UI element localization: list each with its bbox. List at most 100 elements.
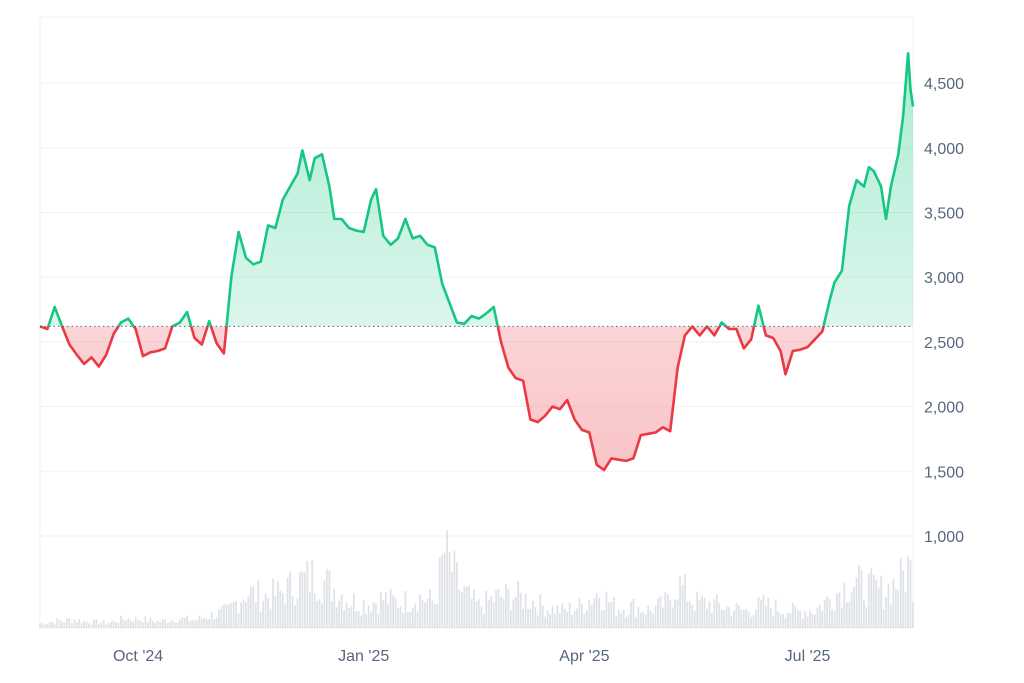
volume-bar [384, 592, 387, 628]
volume-bar [66, 618, 68, 628]
volume-bar [581, 603, 583, 628]
volume-bar [583, 613, 586, 628]
volume-bar [563, 609, 566, 628]
volume-bar [644, 614, 647, 628]
volume-bar [360, 615, 363, 628]
volume-bar [733, 610, 735, 628]
volume-bar [735, 603, 738, 628]
volume-bar [375, 603, 377, 628]
volume-bar [605, 591, 608, 628]
volume-bar [522, 608, 524, 628]
volume-bar [419, 594, 421, 628]
volume-bar [284, 604, 287, 628]
volume-bar [728, 606, 730, 628]
volume-bar [362, 600, 365, 628]
volume-bar [313, 593, 316, 628]
volume-bar [818, 604, 821, 628]
volume-bar [904, 591, 907, 628]
volume-bar [789, 613, 792, 628]
volume-bar [706, 608, 708, 628]
y-tick-label-2500: 2,500 [924, 335, 964, 352]
volume-bar [441, 554, 444, 628]
volume-bar [279, 590, 282, 628]
volume-bar [166, 623, 169, 628]
volume-bar [144, 616, 147, 628]
volume-bar [578, 597, 581, 628]
volume-bar [887, 583, 890, 628]
volume-bar [406, 611, 409, 628]
volume-bar [340, 594, 343, 628]
volume-bar [200, 618, 203, 628]
volume-bar [688, 601, 691, 628]
volume-bar [252, 585, 255, 628]
volume-bar [299, 572, 301, 628]
volume-bar [345, 602, 348, 628]
volume-bar [350, 606, 353, 628]
volume-bar [490, 595, 493, 628]
volume-bar [779, 613, 782, 628]
volume-bar [281, 593, 284, 628]
volume-bar [85, 621, 88, 628]
y-tick-label-2000: 2,000 [924, 400, 964, 417]
volume-bar [664, 592, 667, 628]
volume-bar [429, 589, 431, 628]
volume-bar [431, 600, 434, 628]
volume-bar [335, 607, 338, 628]
volume-bar [301, 571, 304, 628]
volume-bar [249, 586, 252, 628]
volume-bar [652, 614, 654, 628]
volume-bar [848, 601, 851, 628]
volume-bar [791, 602, 794, 628]
volume-bar [600, 610, 603, 628]
volume-bar [595, 593, 598, 628]
volume-bar [524, 593, 527, 628]
volume-bar [473, 589, 475, 628]
volume-bar [436, 604, 439, 628]
volume-bar [892, 579, 895, 628]
volume-bar [156, 620, 159, 628]
volume-bar [625, 616, 627, 628]
volume-bar [53, 624, 56, 628]
volume-bar [146, 622, 149, 628]
volume-bar [463, 586, 466, 628]
volume-bar [480, 606, 483, 628]
volume-bar [622, 609, 625, 628]
volume-bar [701, 595, 704, 628]
volume-bar [110, 621, 113, 628]
price-line [39, 52, 915, 472]
volume-bar [426, 598, 429, 628]
volume-bar [379, 592, 382, 628]
volume-bar [303, 572, 306, 628]
volume-bar [338, 600, 341, 628]
volume-bar [370, 612, 372, 628]
y-tick-label-3500: 3,500 [924, 206, 964, 223]
volume-bar [519, 592, 522, 628]
volume-bar [173, 622, 176, 628]
volume-bar [556, 605, 559, 628]
volume-bar [907, 556, 909, 628]
volume-bar [507, 588, 510, 628]
volume-bar [536, 615, 539, 628]
volume-bars [39, 530, 914, 628]
volume-bar [448, 552, 451, 628]
volume-bar [657, 598, 659, 628]
volume-bar [821, 611, 824, 628]
volume-bar [867, 573, 870, 628]
volume-bar [568, 603, 571, 628]
volume-bar [424, 602, 426, 628]
volume-bar [397, 608, 399, 628]
volume-bar [590, 605, 593, 628]
volume-bar [801, 618, 804, 628]
volume-bar [95, 619, 98, 628]
volume-bar [912, 601, 914, 628]
volume-bar [752, 615, 755, 628]
volume-bar [223, 604, 225, 628]
volume-bar [389, 588, 392, 628]
volume-bar [642, 611, 645, 628]
volume-bar [853, 587, 856, 628]
volume-bar [183, 617, 186, 628]
volume-bar [117, 622, 120, 628]
volume-bar [257, 580, 260, 628]
volume-bar [860, 569, 863, 628]
